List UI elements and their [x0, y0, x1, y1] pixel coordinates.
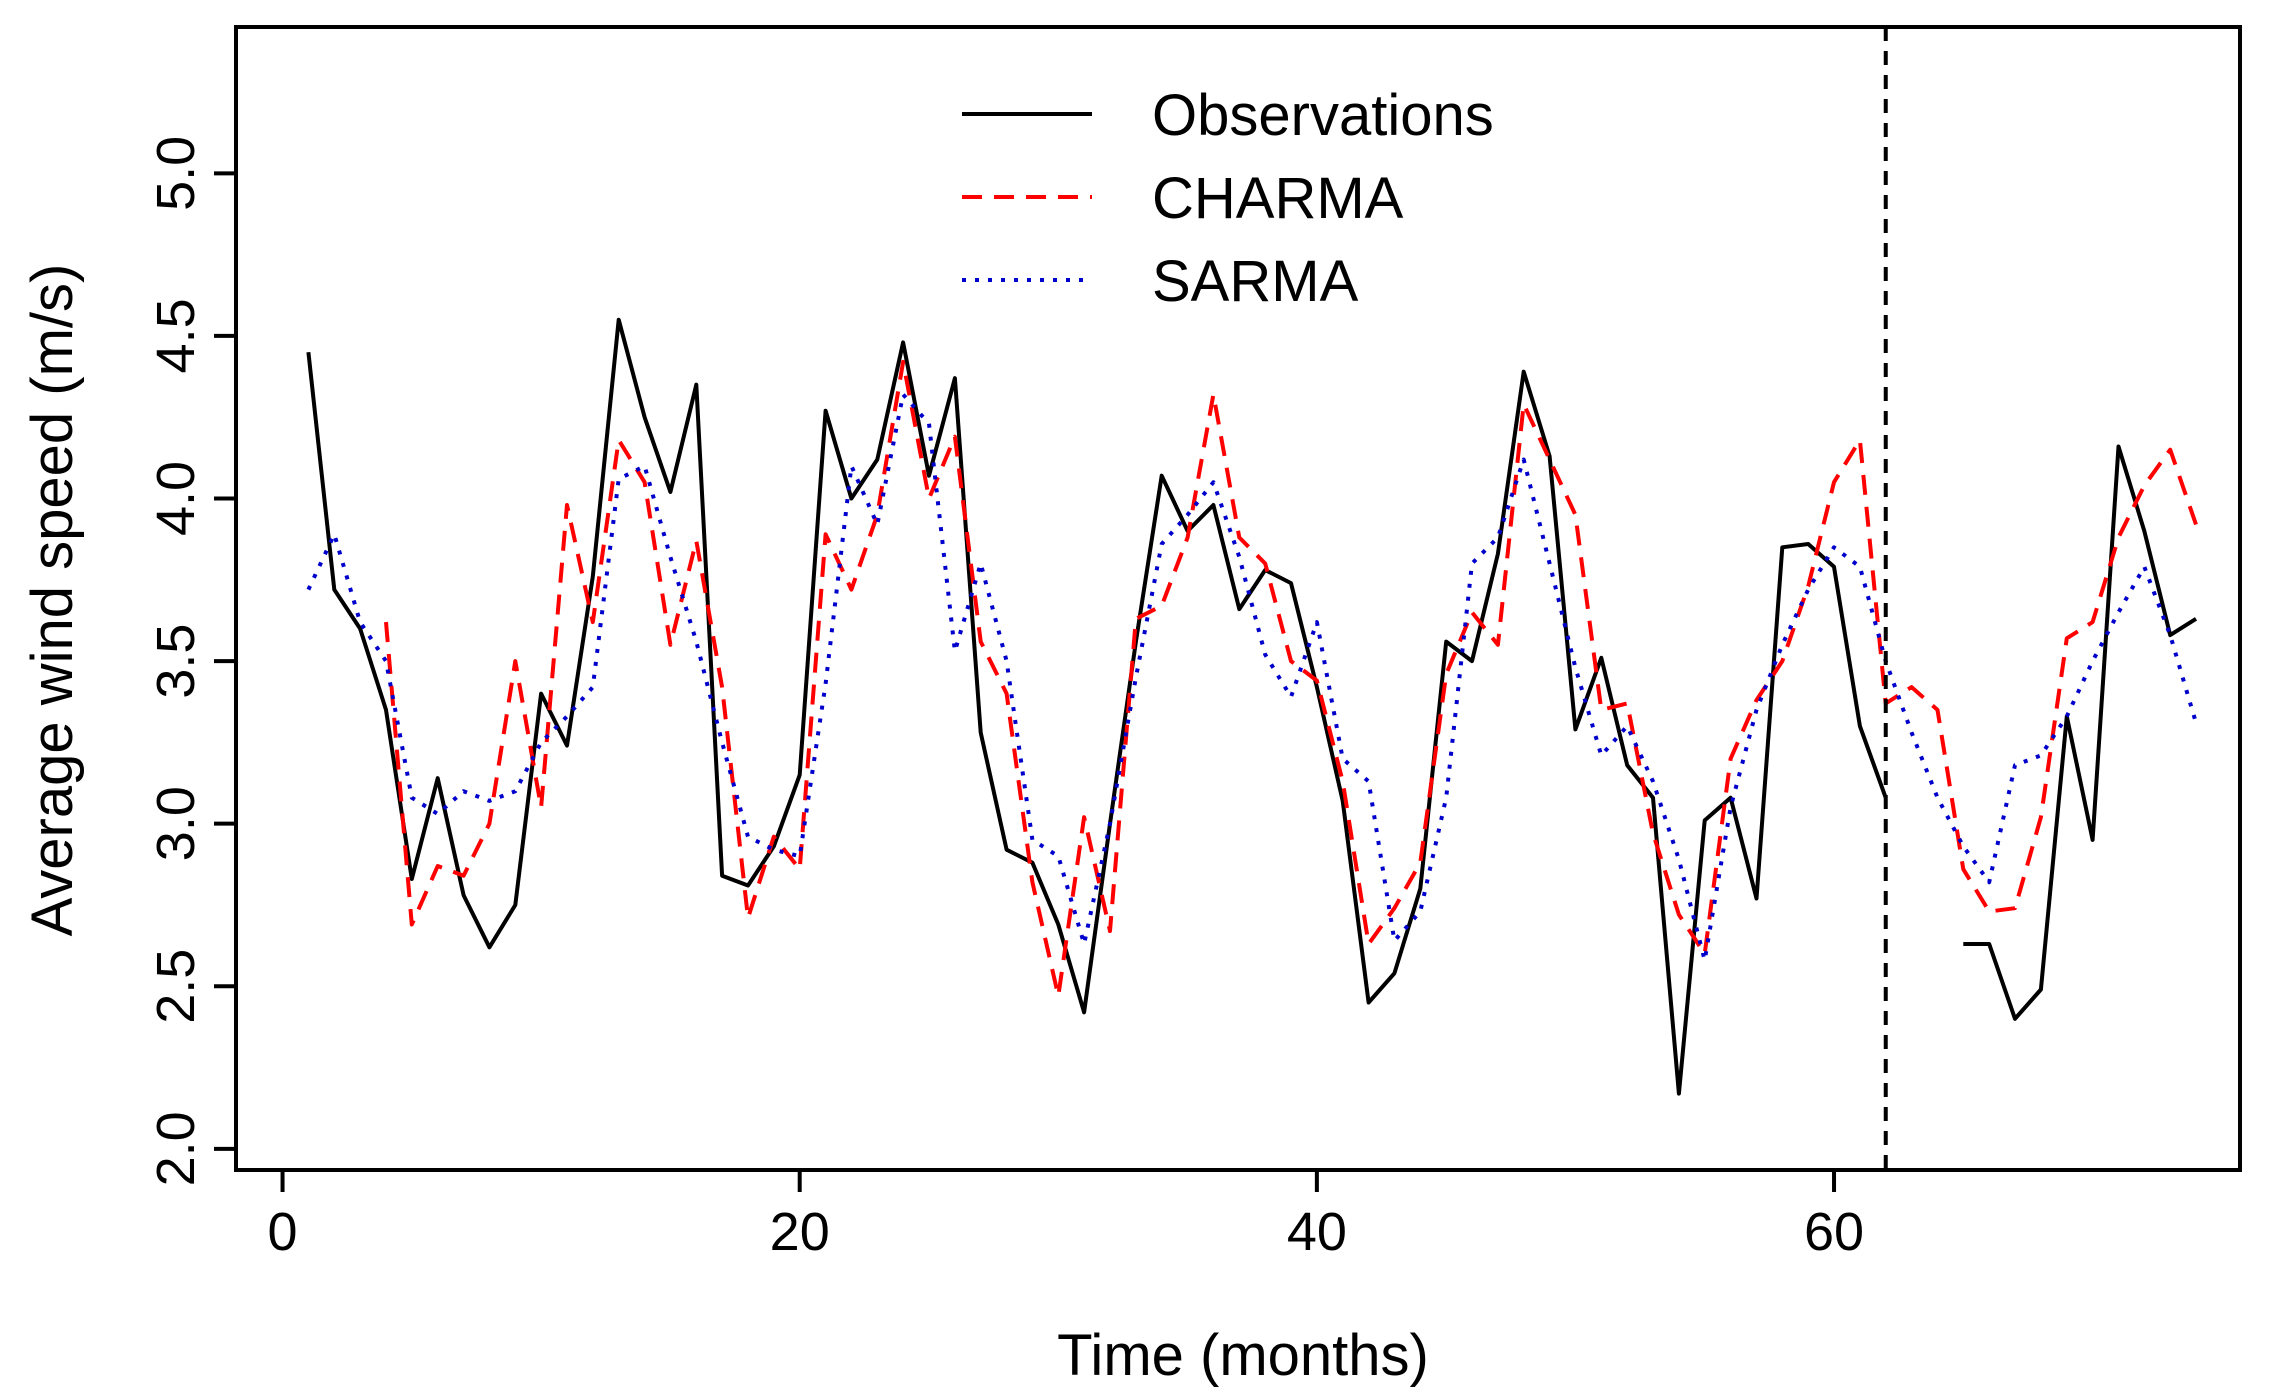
y-tick-label: 4.5 [146, 298, 206, 373]
y-axis-title: Average wind speed (m/s) [20, 264, 85, 937]
series-line-observations [306, 317, 1888, 1096]
y-tick-label: 2.0 [146, 1111, 206, 1186]
y-tick-label: 4.0 [146, 461, 206, 536]
y-tick-label: 2.5 [146, 949, 206, 1024]
y-tick-label: 3.5 [146, 624, 206, 699]
y-axis: 2.0 2.5 3.0 3.5 4.0 4.5 5.0 [146, 136, 238, 1186]
x-axis: 0 20 40 60 [268, 1168, 1864, 1262]
y-tick-label: 3.0 [146, 786, 206, 861]
legend-label-charma: CHARMA [1152, 166, 1404, 231]
series-line-observations [1963, 444, 2198, 1021]
x-tick-label: 40 [1287, 1202, 1347, 1262]
series-layer [306, 317, 2198, 1096]
legend-label-sarma: SARMA [1152, 249, 1359, 314]
series-line-charma [384, 359, 2198, 998]
x-tick-label: 20 [770, 1202, 830, 1262]
x-tick-label: 60 [1804, 1202, 1864, 1262]
legend: Observations CHARMA SARMA [962, 83, 1494, 314]
series-line-sarma [306, 392, 2198, 963]
y-tick-label: 5.0 [146, 136, 206, 211]
legend-label-observations: Observations [1152, 83, 1494, 148]
x-axis-title: Time (months) [1057, 1323, 1429, 1388]
x-tick-label: 0 [268, 1202, 298, 1262]
